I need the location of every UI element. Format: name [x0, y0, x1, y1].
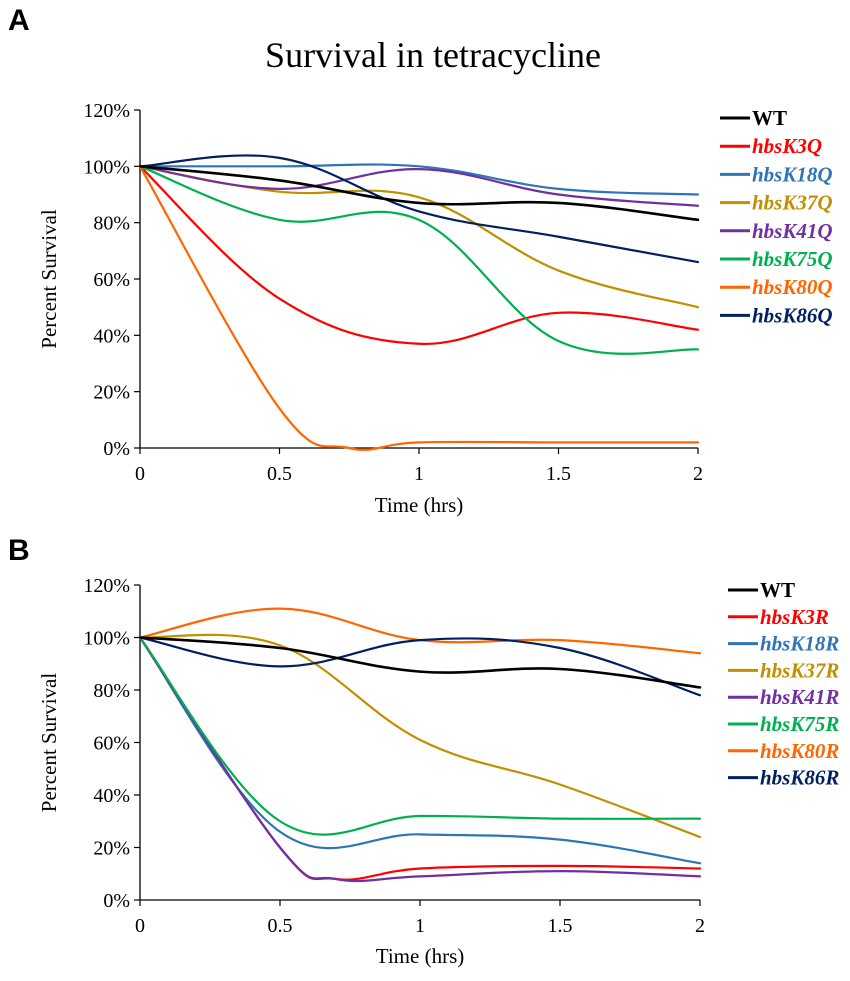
series-line-hbsk37r	[138, 633, 702, 839]
chart-title: Survival in tetracycline	[265, 35, 601, 75]
series-line-hbsk75q	[138, 165, 700, 355]
x-tick-label: 2	[693, 463, 703, 485]
legend-label-hbsk41q: hbsK41Q	[752, 219, 833, 243]
legend-label-hbsk41r: hbsK41R	[760, 685, 839, 709]
x-tick-label: 0	[135, 463, 145, 485]
legend-label-wt: WT	[752, 106, 787, 130]
legend-label-hbsk37q: hbsK37Q	[752, 191, 833, 215]
legend-label-hbsk3r: hbsK3R	[760, 605, 829, 629]
y-tick-label: 120%	[83, 575, 130, 597]
legend-label-hbsk75q: hbsK75Q	[752, 247, 833, 271]
x-axis-label: Time (hrs)	[375, 493, 463, 517]
y-tick-label: 60%	[93, 269, 130, 291]
legend-label-hbsk86r: hbsK86R	[760, 766, 839, 790]
y-axis-label: Percent Survival	[37, 673, 61, 813]
legend-label-hbsk75r: hbsK75R	[760, 712, 839, 736]
x-tick-label: 1.5	[546, 463, 571, 485]
series-line-hbsk18q	[138, 163, 700, 196]
legend-label-hbsk80q: hbsK80Q	[752, 275, 833, 299]
series-line-hbsk75r	[138, 636, 702, 836]
series-line-hbsk37q	[138, 165, 700, 309]
series-line-hbsk18r	[138, 636, 702, 865]
legend-label-hbsk86q: hbsK86Q	[752, 303, 833, 327]
x-tick-label: 1.5	[548, 915, 573, 937]
x-axis-label: Time (hrs)	[376, 944, 464, 968]
y-tick-label: 40%	[93, 785, 130, 807]
panel-label-b: B	[8, 534, 30, 567]
y-tick-label: 100%	[83, 628, 130, 650]
legend-label-hbsk18r: hbsK18R	[760, 632, 839, 656]
y-tick-label: 0%	[103, 890, 130, 912]
y-tick-label: 40%	[93, 325, 130, 347]
y-tick-label: 120%	[83, 100, 130, 122]
y-tick-label: 20%	[93, 838, 130, 860]
series-line-hbsk41r	[138, 636, 702, 883]
x-tick-label: 0.5	[268, 915, 293, 937]
series-line-hbsk3q	[138, 165, 700, 345]
y-tick-label: 80%	[93, 213, 130, 235]
series-line-hbsk80q	[138, 165, 700, 452]
y-axis-label: Percent Survival	[37, 209, 61, 349]
y-tick-label: 0%	[103, 438, 130, 460]
legend-label-hbsk37r: hbsK37R	[760, 658, 839, 682]
x-tick-label: 0	[135, 915, 145, 937]
x-tick-label: 0.5	[267, 463, 292, 485]
y-tick-label: 80%	[93, 680, 130, 702]
y-tick-label: 100%	[83, 156, 130, 178]
legend-label-hbsk80r: hbsK80R	[760, 739, 839, 763]
y-tick-label: 20%	[93, 382, 130, 404]
series-line-wt	[138, 636, 702, 689]
series-line-hbsk80r	[138, 607, 702, 655]
series-line-wt	[138, 165, 700, 222]
panel-b-plot: 0% 20% 40% 60% 80% 100% 120% 0 0.5 1 1.5 2 Time (hrs…	[37, 575, 839, 968]
legend-label-wt: WT	[760, 578, 795, 602]
series-line-hbsk41q	[138, 165, 700, 207]
x-tick-label: 1	[414, 463, 424, 485]
x-tick-label: 2	[695, 915, 705, 937]
panel-a-plot: 0% 20% 40% 60% 80% 100% 120% 0 0.5 1 1.5 2 Time (hrs…	[37, 100, 833, 517]
panel-label-a: A	[8, 4, 30, 37]
legend-label-hbsk18q: hbsK18Q	[752, 162, 833, 186]
series-line-hbsk86q	[138, 154, 700, 264]
y-tick-label: 60%	[93, 733, 130, 755]
series-line-hbsk86r	[138, 636, 702, 697]
legend-label-hbsk3q: hbsK3Q	[752, 134, 822, 158]
x-tick-label: 1	[415, 915, 425, 937]
